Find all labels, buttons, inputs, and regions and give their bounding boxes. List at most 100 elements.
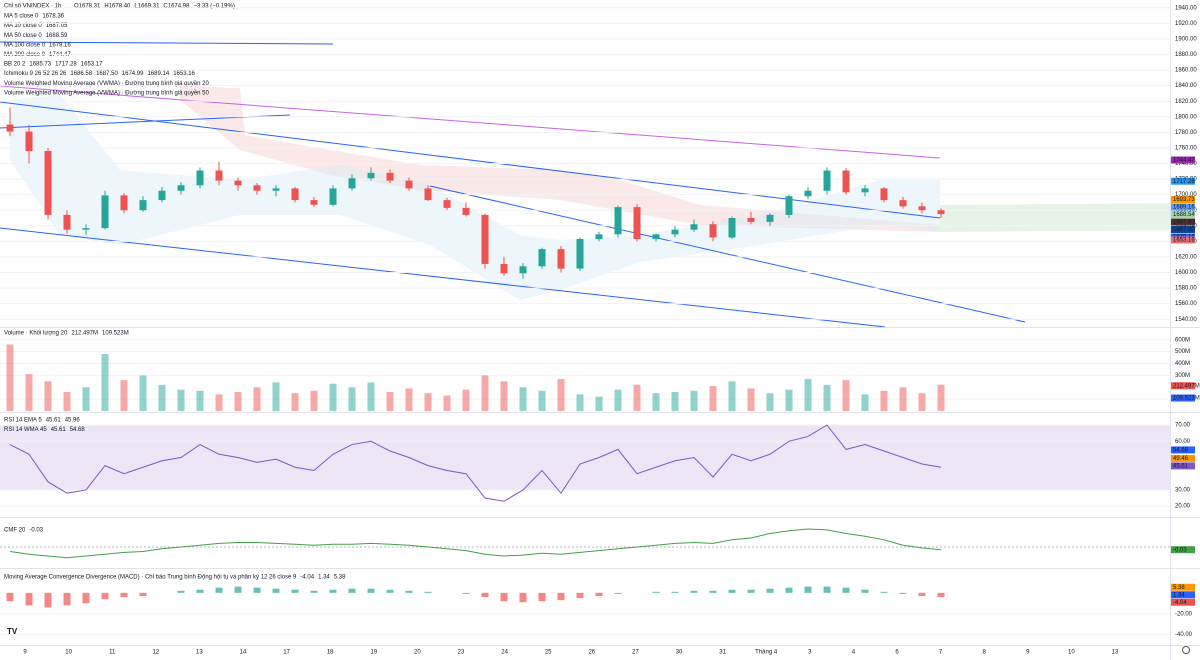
candle-body <box>880 188 888 201</box>
y-tick-label: -20.00 <box>1175 611 1193 617</box>
macd-histogram <box>652 591 660 593</box>
candle-body <box>747 218 755 222</box>
macd-histogram <box>690 590 698 593</box>
candle-body <box>196 170 204 186</box>
legend-name: Volume Weighted Moving Average (VWMA) · … <box>4 81 210 87</box>
volume-bar <box>367 382 375 411</box>
volume-bar <box>766 393 774 411</box>
macd-histogram <box>500 592 508 602</box>
ohlc-value: O1678.31 <box>74 4 101 10</box>
trend-line <box>429 185 1026 323</box>
price-marker-label: 1687.50 <box>1173 220 1195 226</box>
y-tick-label: 1900.00 <box>1175 37 1197 43</box>
candle-body <box>519 266 527 274</box>
x-tick-label: 20 <box>414 650 421 656</box>
volume-bar <box>386 392 394 411</box>
y-tick-label: 400M <box>1175 361 1190 367</box>
volume-bar <box>690 390 698 411</box>
x-tick-label: 12 <box>152 650 159 656</box>
candle-body <box>348 178 356 189</box>
legend-name: MA 5 close 0 <box>4 14 39 20</box>
volume-bar <box>804 378 812 411</box>
candle-body <box>614 207 622 235</box>
price-marker-label: 109.523M <box>1173 396 1200 402</box>
price-marker <box>1171 196 1195 204</box>
price-marker <box>1171 454 1195 462</box>
price-marker <box>1171 546 1195 554</box>
macd-histogram <box>101 592 109 600</box>
candle-body <box>728 218 736 238</box>
y-tick-label: 1880.00 <box>1175 52 1197 58</box>
macd-histogram <box>614 592 622 594</box>
pane-value: 54.68 <box>70 427 86 433</box>
volume-bar <box>557 378 565 411</box>
macd-histogram <box>899 592 907 594</box>
macd-histogram <box>804 586 812 593</box>
pane-title: RSI 14 WMA 45 <box>4 427 47 433</box>
macd-histogram <box>120 592 128 598</box>
rsi-band <box>0 425 1170 490</box>
volume-bar <box>747 388 755 411</box>
legend-value: 1687.05 <box>46 23 68 29</box>
cmf-line <box>9 528 942 559</box>
pane-value: 45.61 <box>51 427 67 433</box>
volume-bar <box>443 395 451 411</box>
y-tick-label: 1840.00 <box>1175 83 1197 89</box>
price-marker <box>1171 462 1195 470</box>
volume-bar <box>785 389 793 411</box>
ohlc-value: −3.33 (−0.19%) <box>193 4 234 10</box>
settings-icon[interactable] <box>1182 646 1190 654</box>
price-marker-label: 1687.00 <box>1173 227 1195 233</box>
macd-histogram <box>25 592 33 606</box>
x-tick-label: 17 <box>283 650 290 656</box>
macd-histogram <box>576 592 584 599</box>
legend-value: 1688.59 <box>46 33 68 39</box>
price-marker <box>1171 177 1195 185</box>
ohlc-value: L1669.31 <box>134 4 160 10</box>
candle-body <box>158 190 166 201</box>
volume-bar <box>937 384 945 411</box>
macd-histogram <box>880 591 888 593</box>
legend-name: Volume Weighted Moving Average (VWMA) · … <box>4 90 210 96</box>
macd-histogram <box>177 590 185 593</box>
pane-value: -4.04 <box>300 575 314 581</box>
volume-bar <box>44 381 52 411</box>
legend-name: Ichimoku 9 26 52 26 26 <box>4 71 67 77</box>
volume-bar <box>918 393 926 411</box>
volume-bar <box>253 387 261 411</box>
legend-name: BB 20 2 <box>4 62 26 68</box>
candle-body <box>215 170 223 181</box>
macd-histogram <box>728 589 736 593</box>
x-tick-label: 10 <box>65 650 72 656</box>
volume-bar <box>842 380 850 411</box>
macd-histogram <box>82 592 90 604</box>
macd-histogram <box>253 587 261 593</box>
y-tick-label: 1700.00 <box>1175 192 1197 198</box>
candle-body <box>633 207 641 240</box>
pane-title: CMF 20 <box>4 528 26 534</box>
legend-name: MA 10 close 0 <box>4 23 42 29</box>
candle-body <box>785 196 793 215</box>
candle-body <box>63 214 71 230</box>
volume-bar <box>177 389 185 411</box>
x-tick-label: 9 <box>1026 650 1030 656</box>
volume-bar <box>158 384 166 411</box>
y-tick-label: 1820.00 <box>1175 99 1197 105</box>
x-tick-label: 18 <box>327 650 334 656</box>
price-marker <box>1171 446 1195 454</box>
x-tick-label: 9 <box>23 650 27 656</box>
y-tick-label: 1540.00 <box>1175 317 1197 323</box>
y-tick-label: 600M <box>1175 337 1190 343</box>
volume-bar <box>538 390 546 411</box>
macd-histogram <box>462 592 470 594</box>
price-marker <box>1171 591 1195 599</box>
x-tick-label: 4 <box>852 650 856 656</box>
ohlc-value: C1674.98 <box>163 4 190 10</box>
candle-body <box>253 185 261 191</box>
candle-body <box>443 200 451 208</box>
y-tick-label: -40.00 <box>1175 632 1193 638</box>
price-marker-label: 1744.47 <box>1173 158 1195 164</box>
x-tick-label: Tháng 4 <box>755 650 778 656</box>
